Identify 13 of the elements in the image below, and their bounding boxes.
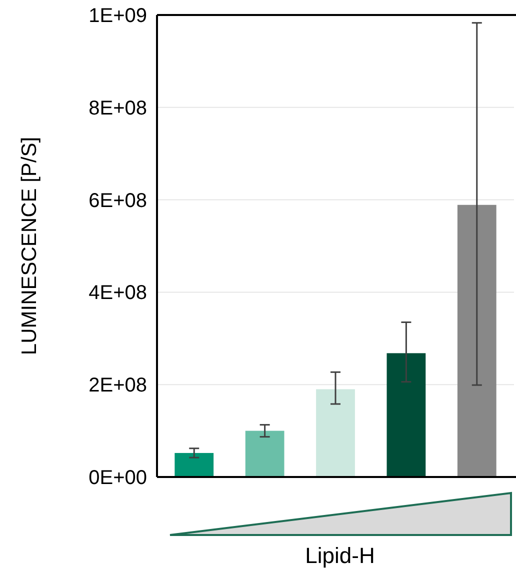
bar — [316, 389, 355, 477]
y-tick-label: 2E+08 — [88, 374, 147, 397]
x-axis-title: Lipid-H — [305, 543, 375, 568]
y-tick-label: 6E+08 — [88, 190, 147, 212]
bar — [386, 353, 426, 477]
y-tick-label: 4E+08 — [88, 282, 147, 304]
bar — [457, 204, 496, 477]
y-tick-label: 8E+08 — [88, 97, 147, 120]
y-tick-label: 1E+09 — [88, 5, 147, 27]
bar — [245, 430, 284, 477]
bar — [174, 452, 214, 477]
y-tick-label: 0E+00 — [88, 467, 147, 489]
y-axis-title: LUMINESCENCE [P/S] — [18, 136, 41, 356]
